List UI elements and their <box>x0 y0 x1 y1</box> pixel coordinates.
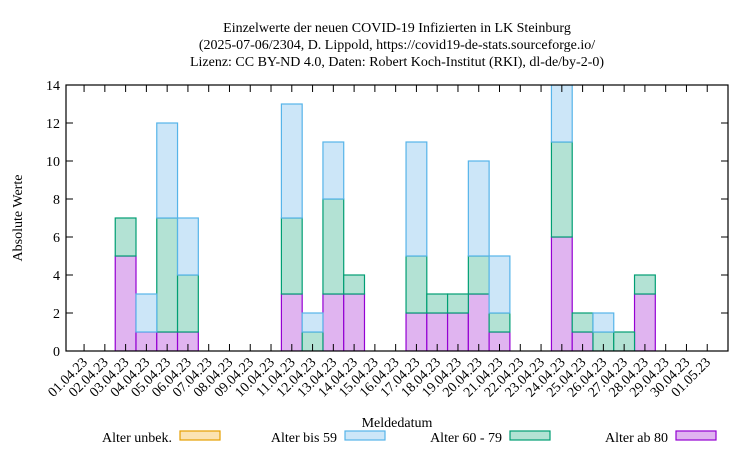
legend-label: Alter ab 80 <box>605 431 668 446</box>
bar-alter-60-79-11.04.23 <box>280 217 303 295</box>
bar-alter-60-79-14.04.23 <box>343 274 366 295</box>
bar-alter-60-79-06.04.23 <box>176 274 199 333</box>
bar-alter-bis-59-12.04.23 <box>301 312 324 333</box>
bar-alter-bis-59-17.04.23 <box>405 141 428 257</box>
y-tick-label: 14 <box>46 79 60 94</box>
bar-alter-bis-59-11.04.23 <box>280 103 303 219</box>
chart-title-line-2: (2025-07-06/2304, D. Lippold, https://co… <box>199 38 595 53</box>
bar-alter-60-79-17.04.23 <box>405 255 428 314</box>
legend-label: Alter 60 - 79 <box>430 431 502 446</box>
y-tick-label: 8 <box>53 193 60 208</box>
plot-frame <box>65 84 729 352</box>
bar-alter-60-79-19.04.23 <box>446 293 469 314</box>
bar-alter-60-79-27.04.23 <box>613 331 636 351</box>
bar-alter-bis-59-24.04.23 <box>550 85 573 143</box>
chart-title-line-1: Einzelwerte der neuen COVID-19 Infiziert… <box>223 21 571 36</box>
legend-swatch <box>344 430 386 441</box>
bar-alter-bis-59-21.04.23 <box>488 255 511 314</box>
bar-alter-bis-59-20.04.23 <box>467 160 490 257</box>
y-axis-label: Absolute Werte <box>11 175 26 262</box>
bar-alter-bis-59-26.04.23 <box>592 312 615 333</box>
bar-alter-60-79-05.04.23 <box>156 217 179 333</box>
y-tick-label: 2 <box>53 307 60 322</box>
bar-alter-ab-80-03.04.23 <box>114 255 137 351</box>
legend-label: Alter bis 59 <box>271 431 337 446</box>
bar-alter-60-79-25.04.23 <box>571 312 594 333</box>
bar-alter-60-79-28.04.23 <box>633 274 656 295</box>
bar-alter-bis-59-06.04.23 <box>176 217 199 276</box>
bar-alter-bis-59-13.04.23 <box>322 141 345 200</box>
bar-alter-ab-80-13.04.23 <box>322 293 345 351</box>
bar-alter-ab-80-24.04.23 <box>550 236 573 351</box>
y-tick-label: 0 <box>53 345 60 360</box>
legend-swatch <box>179 430 221 441</box>
legend-label: Alter unbek. <box>102 431 172 446</box>
bar-alter-60-79-21.04.23 <box>488 312 511 333</box>
bar-alter-bis-59-05.04.23 <box>156 122 179 219</box>
y-tick-label: 10 <box>46 155 60 170</box>
legend-swatch <box>675 430 717 441</box>
bar-alter-ab-80-28.04.23 <box>633 293 656 351</box>
y-tick-label: 4 <box>53 269 60 284</box>
bar-alter-60-79-03.04.23 <box>114 217 137 257</box>
legend-swatch <box>509 430 551 441</box>
x-axis-label: Meldedatum <box>362 416 433 431</box>
bar-alter-ab-80-14.04.23 <box>343 293 366 351</box>
bar-alter-60-79-18.04.23 <box>426 293 449 314</box>
bar-alter-bis-59-04.04.23 <box>135 293 158 333</box>
bar-alter-60-79-24.04.23 <box>550 141 573 238</box>
y-tick-label: 6 <box>53 231 60 246</box>
bar-alter-60-79-20.04.23 <box>467 255 490 295</box>
y-tick-label: 12 <box>46 117 60 132</box>
chart-title-line-3: Lizenz: CC BY-ND 4.0, Daten: Robert Koch… <box>190 55 604 70</box>
bar-group <box>114 85 656 351</box>
bar-alter-ab-80-11.04.23 <box>280 293 303 351</box>
bar-alter-ab-80-20.04.23 <box>467 293 490 351</box>
bar-alter-60-79-13.04.23 <box>322 198 345 295</box>
